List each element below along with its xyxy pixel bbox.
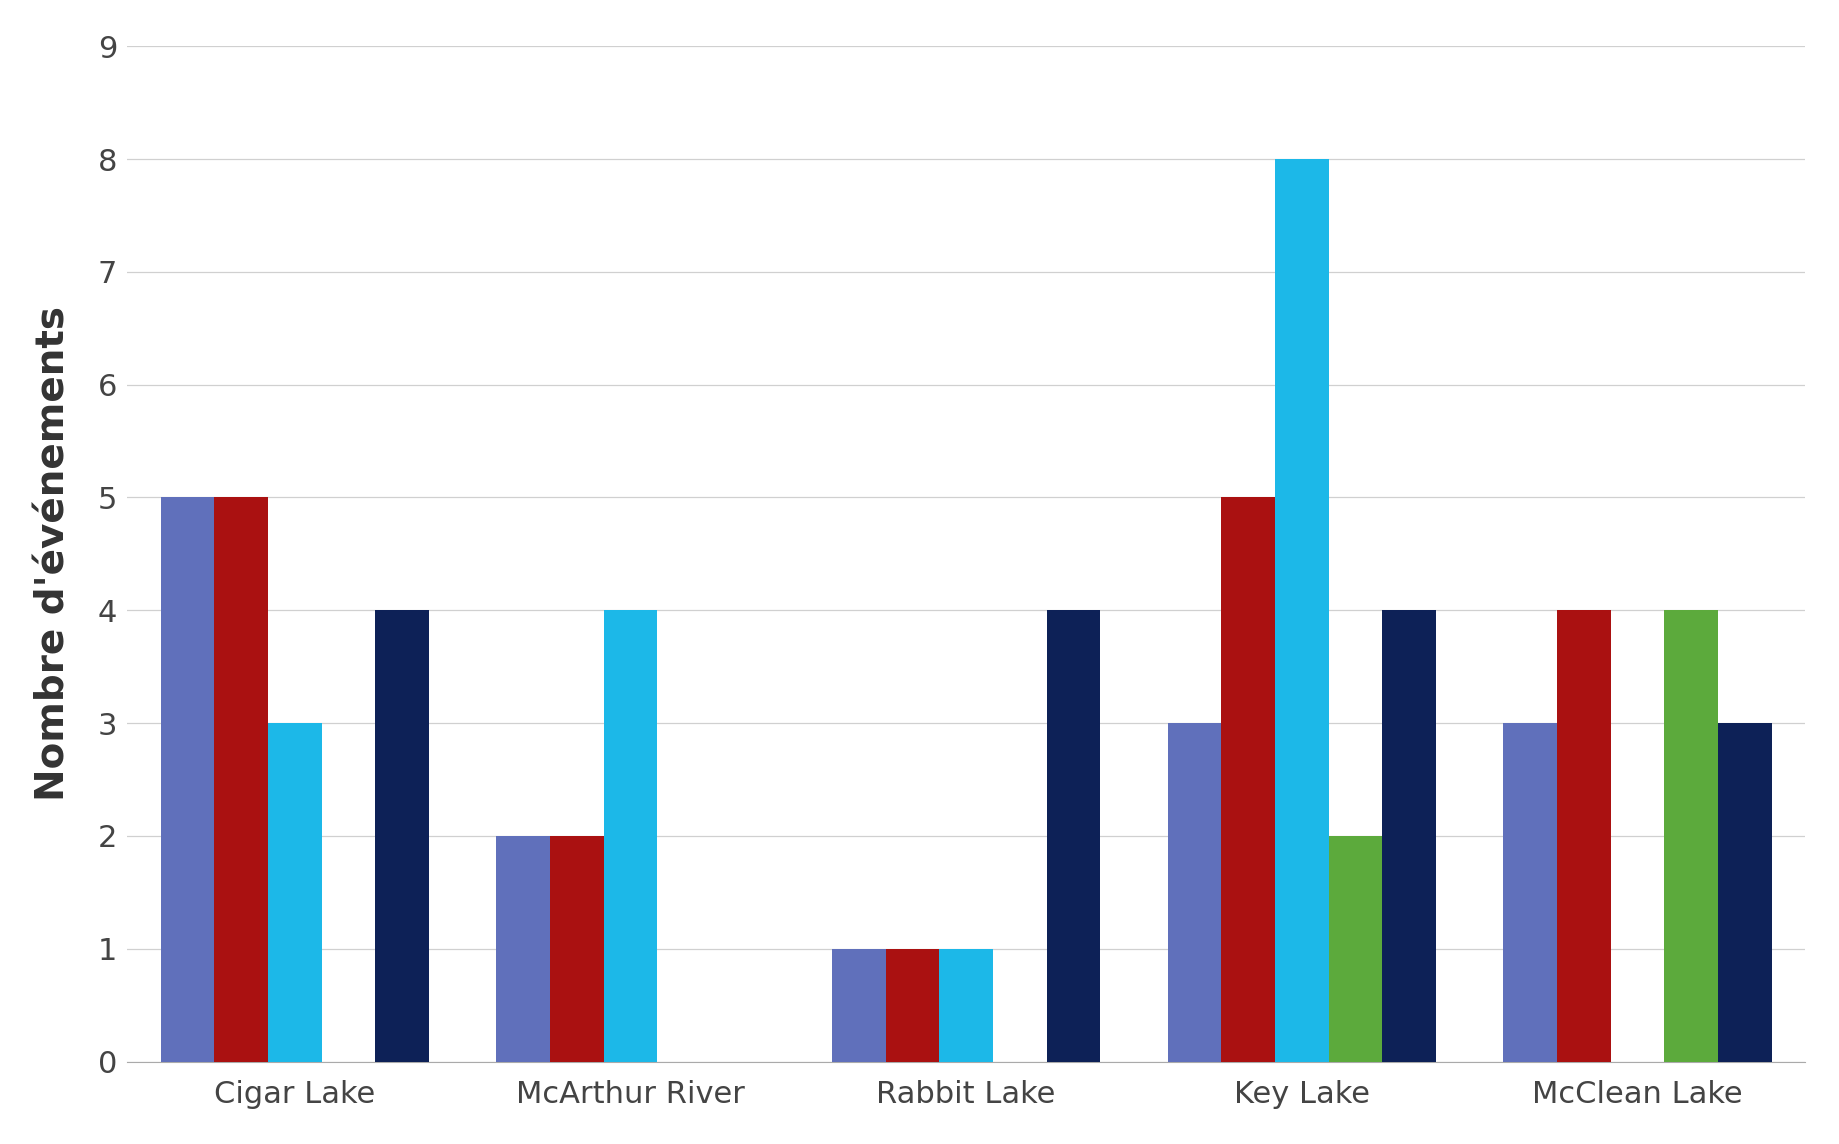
Bar <box>938 948 993 1062</box>
Bar <box>885 948 938 1062</box>
Bar <box>1328 836 1381 1062</box>
Bar <box>1168 723 1221 1062</box>
Bar <box>603 610 657 1062</box>
Bar <box>268 723 322 1062</box>
Bar <box>1718 723 1771 1062</box>
Bar <box>1502 723 1556 1062</box>
Bar <box>160 498 213 1062</box>
Bar <box>1664 610 1718 1062</box>
Bar <box>1556 610 1609 1062</box>
Y-axis label: Nombre d'événements: Nombre d'événements <box>35 307 74 802</box>
Bar <box>213 498 268 1062</box>
Bar <box>1381 610 1434 1062</box>
Bar <box>550 836 603 1062</box>
Bar <box>375 610 428 1062</box>
Bar <box>1274 159 1328 1062</box>
Bar <box>831 948 885 1062</box>
Bar <box>497 836 550 1062</box>
Bar <box>1221 498 1274 1062</box>
Bar <box>1046 610 1100 1062</box>
